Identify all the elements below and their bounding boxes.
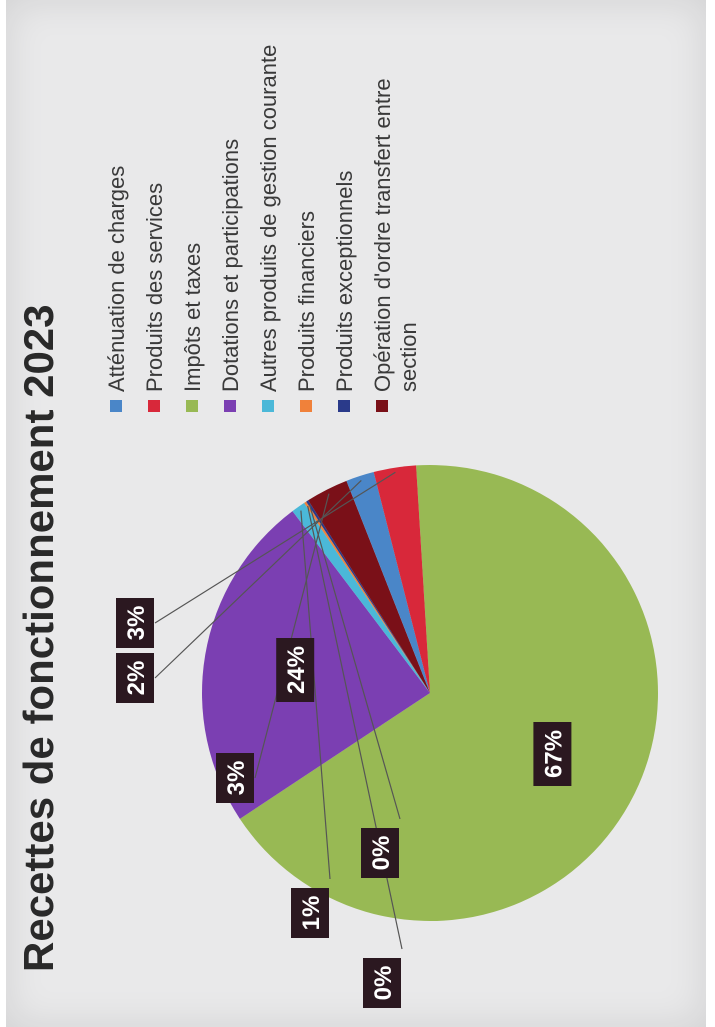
legend-item: Dotations et participations [218, 17, 244, 412]
data-label-text: 3% [223, 761, 250, 796]
data-label-text: 0% [370, 966, 397, 1001]
data-label-text: 67% [540, 730, 567, 778]
leader-line [154, 471, 396, 624]
pie-slice [292, 502, 430, 693]
data-label: 2% [116, 653, 154, 703]
legend-item: Produits financiers [294, 17, 320, 412]
slide: Recettes de fonctionnement 2023 67% 24% 1%… [6, 0, 706, 1027]
pie-slice [346, 472, 430, 693]
data-label: 0% [363, 958, 401, 1008]
data-label-box [361, 828, 399, 878]
pie-slice [306, 500, 430, 693]
data-label: 0% [361, 828, 399, 878]
legend-swatch [110, 400, 122, 412]
legend-swatch [300, 400, 312, 412]
data-label-box [276, 638, 315, 702]
legend-label: Opération d'ordre transfert entre sectio… [370, 78, 421, 392]
pie-slice [308, 480, 430, 693]
data-label-text: 24% [283, 646, 310, 694]
data-label: 67% [533, 722, 572, 786]
legend-swatch [186, 400, 198, 412]
pie-chart: 67% 24% 1% 0% 0% 3% 2% 3% [116, 465, 658, 1008]
legend-item: Opération d'ordre transfert entre sectio… [370, 17, 422, 412]
data-label: 1% [291, 888, 329, 938]
legend-item: Produits des services [142, 17, 168, 412]
legend: Atténuation de charges Produits des servi… [104, 17, 434, 412]
legend-swatch [338, 400, 350, 412]
pie-slice [202, 511, 430, 819]
legend-label: Produits exceptionnels [332, 170, 357, 392]
legend-label: Impôts et taxes [180, 242, 205, 392]
legend-item: Produits exceptionnels [332, 17, 358, 412]
legend-item: Impôts et taxes [180, 17, 206, 412]
legend-swatch [224, 400, 236, 412]
data-label-text: 0% [368, 836, 395, 871]
pie-slice [304, 501, 430, 693]
legend-swatch [376, 400, 388, 412]
slide-content: Recettes de fonctionnement 2023 67% 24% 1%… [6, 0, 706, 1027]
data-label-box [291, 888, 329, 938]
legend-label: Produits financiers [294, 211, 319, 392]
pie-slice [239, 465, 658, 922]
legend-label: Dotations et participations [218, 138, 243, 392]
data-label-box [363, 958, 401, 1008]
leader-line [154, 479, 362, 679]
data-label: 24% [276, 638, 315, 702]
legend-swatch [262, 400, 274, 412]
legend-item: Autres produits de gestion courante [256, 17, 282, 412]
data-label: 3% [116, 598, 154, 648]
data-label-text: 2% [123, 661, 150, 696]
leader-line [300, 510, 331, 880]
legend-label: Atténuation de charges [104, 165, 129, 392]
legend-label: Autres produits de gestion courante [256, 44, 281, 392]
leader-line [309, 504, 401, 820]
data-label-text: 3% [123, 606, 150, 641]
data-label: 3% [216, 753, 254, 803]
data-label-box [216, 753, 254, 803]
data-label-box [116, 653, 154, 703]
legend-swatch [148, 400, 160, 412]
data-label-text: 1% [298, 896, 325, 931]
data-label-box [116, 598, 154, 648]
pie-slice [373, 465, 430, 693]
legend-label: Produits des services [142, 182, 167, 392]
leader-line [254, 493, 330, 779]
data-label-box [533, 722, 572, 786]
legend-item: Atténuation de charges [104, 17, 130, 412]
